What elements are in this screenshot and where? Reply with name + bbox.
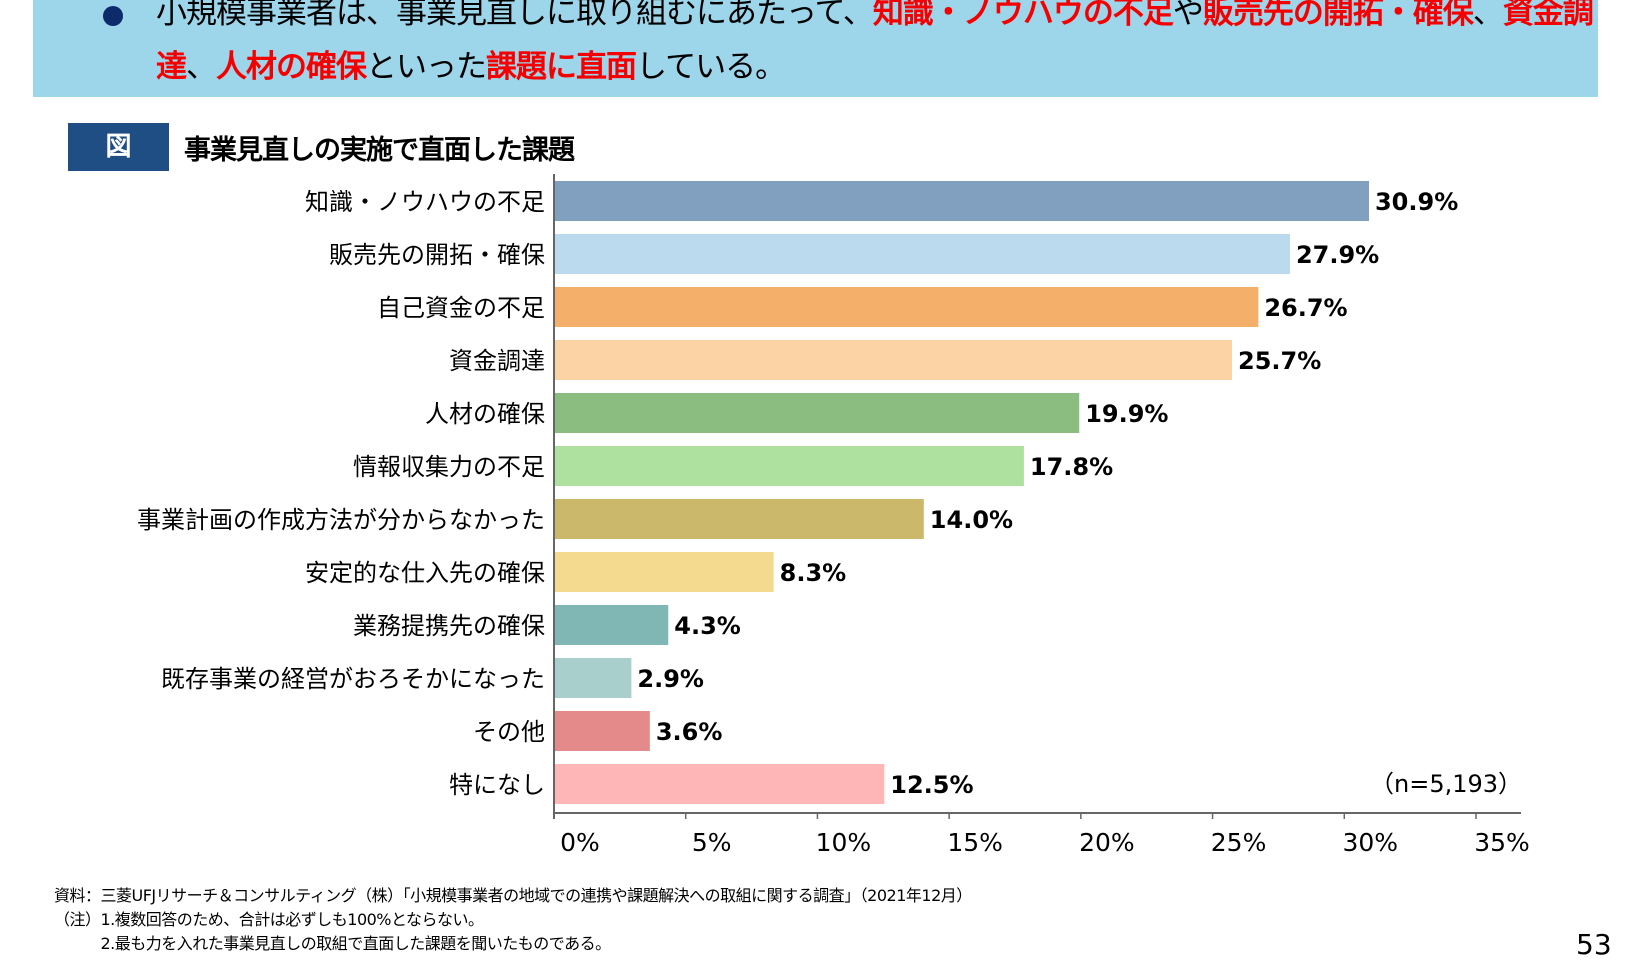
category-label: 販売先の開拓・確保 [329, 241, 545, 269]
highlight-text: 資金調達 [156, 0, 1594, 85]
bar [555, 340, 1233, 380]
bar [555, 234, 1290, 274]
note-2: 2.最も力を入れた事業見直しの取組で直面した課題を聞いたものである。 [54, 934, 612, 953]
body-text: 小規模事業者は、事業見直しに取り組むにあたって、 [156, 0, 874, 31]
bullet-icon [103, 6, 123, 26]
data-label: 27.9% [1296, 241, 1379, 269]
x-tick-label: 5% [692, 828, 732, 857]
sample-size-annotation: （n=5,193） [1370, 770, 1523, 798]
bar [555, 658, 632, 698]
data-label: 12.5% [890, 771, 973, 799]
body-text: といった [366, 49, 487, 85]
data-label: 30.9% [1375, 188, 1458, 216]
category-label: 自己資金の不足 [377, 294, 545, 322]
chart-title: 事業見直しの実施で直面した課題 [184, 135, 575, 166]
body-text: 、 [186, 49, 217, 85]
x-tick-label: 20% [1079, 828, 1135, 857]
x-tick-label: 30% [1342, 828, 1398, 857]
bar [555, 393, 1080, 433]
x-tick-label: 15% [947, 828, 1003, 857]
category-label: 知識・ノウハウの不足 [305, 188, 545, 216]
data-label: 14.0% [930, 506, 1013, 534]
source-note: 資料：三菱UFJリサーチ＆コンサルティング（株）「小規模事業者の地域での連携や課… [54, 886, 972, 905]
category-label: 情報収集力の不足 [353, 453, 545, 481]
x-tick-label: 25% [1211, 828, 1267, 857]
figure-label: 図 [68, 123, 169, 171]
summary-text: 小規模事業者は、事業見直しに取り組むにあたって、知識・ノウハウの不足や販売先の開… [156, 0, 1596, 94]
category-label: 人材の確保 [425, 400, 545, 428]
highlight-text: 知識・ノウハウの不足 [872, 0, 1174, 31]
bar [555, 287, 1259, 327]
bar [555, 764, 885, 804]
data-label: 19.9% [1085, 400, 1168, 428]
category-label: その他 [473, 718, 545, 746]
bar [555, 605, 669, 645]
note-1: （注）1.複数回答のため、合計は必ずしも100%とならない。 [54, 910, 484, 929]
data-label: 25.7% [1238, 347, 1321, 375]
data-label: 17.8% [1030, 453, 1113, 481]
bar [555, 711, 650, 751]
highlight-text: 課題に直面 [486, 49, 637, 85]
category-label: 事業計画の作成方法が分からなかった [137, 506, 545, 534]
category-label: 業務提携先の確保 [353, 612, 545, 640]
bar [555, 181, 1369, 221]
summary-banner: 小規模事業者は、事業見直しに取り組むにあたって、知識・ノウハウの不足や販売先の開… [33, 0, 1598, 97]
x-tick-label: 35% [1474, 828, 1530, 857]
category-label: 特になし [449, 771, 545, 799]
highlight-text: 販売先の開拓・確保 [1202, 0, 1474, 31]
category-label: 安定的な仕入先の確保 [305, 559, 545, 587]
data-label: 26.7% [1264, 294, 1347, 322]
body-text: 、 [1472, 0, 1504, 31]
x-tick-label: 10% [816, 828, 872, 857]
bar [555, 499, 924, 539]
body-text: している。 [636, 49, 786, 85]
data-label: 8.3% [780, 559, 847, 587]
category-label: 資金調達 [449, 347, 545, 375]
bar [555, 446, 1024, 486]
x-tick-label: 0% [560, 828, 600, 857]
data-label: 4.3% [674, 612, 741, 640]
category-label: 既存事業の経営がおろそかになった [161, 665, 545, 693]
data-label: 3.6% [656, 718, 723, 746]
body-text: や [1172, 0, 1204, 31]
bar [555, 552, 774, 592]
data-label: 2.9% [637, 665, 704, 693]
highlight-text: 人材の確保 [216, 49, 367, 85]
page-number: 53 [1576, 928, 1612, 961]
